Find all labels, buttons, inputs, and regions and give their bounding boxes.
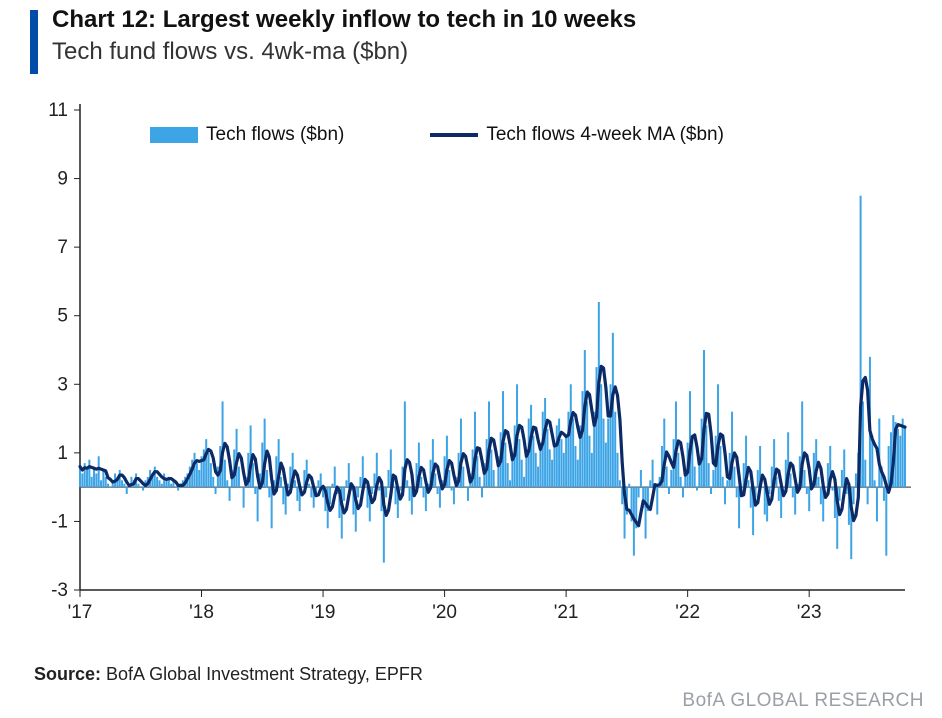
svg-text:9: 9 — [57, 169, 68, 190]
svg-text:5: 5 — [57, 306, 68, 327]
svg-text:-1: -1 — [51, 511, 68, 532]
svg-text:3: 3 — [57, 374, 68, 395]
source-line: Source: BofA Global Investment Strategy,… — [34, 664, 423, 685]
svg-text:1: 1 — [57, 443, 68, 464]
chart-area: -3 -1 1 3 5 7 9 11 '17 '18 '19 '20 '21 '22 '23 — [30, 90, 915, 650]
svg-text:11: 11 — [48, 100, 68, 121]
svg-text:'23: '23 — [797, 602, 822, 623]
svg-text:'17: '17 — [68, 602, 93, 623]
chart-svg: -3 -1 1 3 5 7 9 11 '17 '18 '19 '20 '21 '22 '23 — [30, 90, 915, 650]
chart-subtitle: Tech fund flows vs. 4wk-ma ($bn) — [52, 38, 408, 66]
brand-watermark: BofA GLOBAL RESEARCH — [682, 690, 924, 712]
svg-text:'22: '22 — [675, 602, 700, 623]
svg-text:7: 7 — [57, 237, 68, 258]
source-label: Source: — [34, 664, 101, 684]
title-accent-bar — [30, 10, 38, 74]
source-text: BofA Global Investment Strategy, EPFR — [101, 664, 423, 684]
svg-text:-3: -3 — [51, 580, 68, 601]
svg-text:'20: '20 — [432, 602, 457, 623]
svg-text:'21: '21 — [554, 602, 579, 623]
chart-container: Chart 12: Largest weekly inflow to tech … — [0, 0, 942, 718]
svg-text:'19: '19 — [311, 602, 336, 623]
svg-text:'18: '18 — [189, 602, 214, 623]
chart-title: Chart 12: Largest weekly inflow to tech … — [52, 6, 636, 34]
